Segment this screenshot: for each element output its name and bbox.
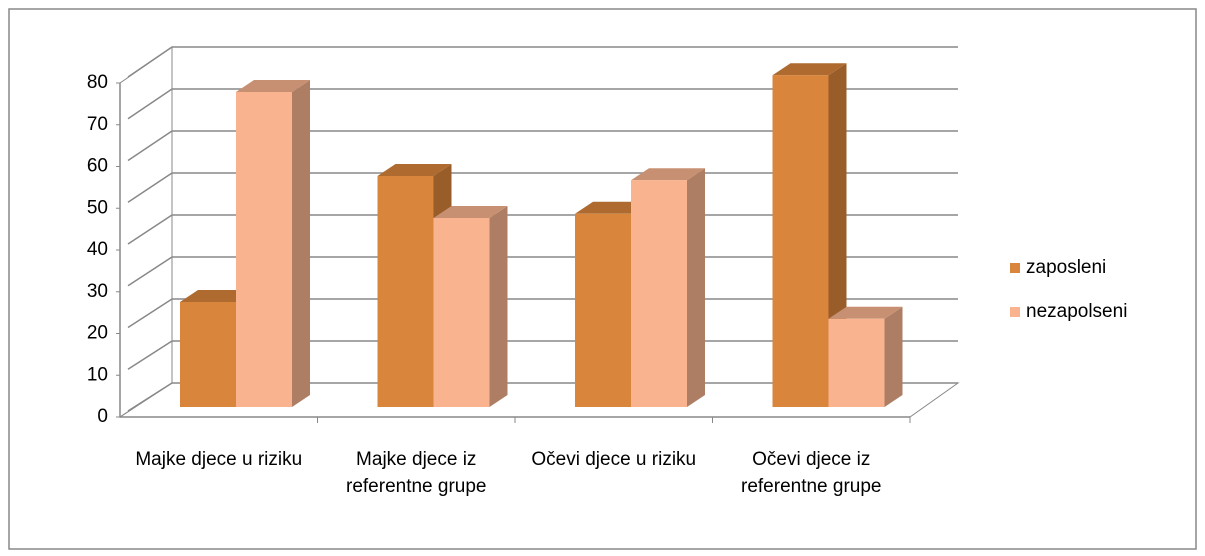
legend-label: zaposleni (1026, 257, 1106, 278)
bar (575, 213, 631, 407)
grid-line-side (127, 172, 173, 203)
grid-line-side (127, 298, 173, 329)
bar-side (489, 206, 508, 407)
grid-line-side (127, 46, 173, 78)
bar (772, 75, 829, 407)
legend-label: nezapolseni (1026, 301, 1127, 322)
grid-line-side (127, 88, 173, 120)
x-tick-label: Očevi djece iz referentne grupe (741, 449, 882, 497)
y-tick-label: 40 (87, 239, 108, 260)
y-tick-label: 30 (87, 281, 108, 302)
bar-top (828, 306, 903, 319)
legend-swatch (1010, 263, 1020, 273)
bar-side (884, 306, 903, 407)
y-tick-label: 10 (87, 364, 108, 385)
bar (828, 318, 885, 407)
y-tick-label: 80 (87, 72, 108, 93)
legend-swatch (1010, 307, 1020, 317)
grid-line-side (127, 382, 173, 412)
x-tick-label: Očevi djece u riziku (531, 449, 697, 470)
y-tick-label: 60 (87, 156, 108, 177)
bar-top (433, 206, 508, 218)
bar (180, 302, 236, 407)
bar (433, 218, 490, 407)
bar-top (377, 164, 452, 176)
x-tick-label: Majke djece iz referentne grupe (346, 449, 487, 497)
x-tick-label: Majke djece u riziku (135, 449, 303, 470)
grid-line-side (127, 340, 173, 370)
bar (236, 92, 292, 407)
grid-line-side (127, 214, 173, 245)
y-tick-label: 0 (97, 406, 108, 427)
bar (631, 180, 687, 407)
y-tick-label: 20 (87, 323, 108, 344)
bar-top (236, 80, 310, 92)
bar-side (687, 168, 705, 407)
grid-line-side (127, 130, 173, 162)
grid-line-side (127, 256, 173, 287)
bar-top (575, 201, 649, 214)
bar (377, 176, 434, 407)
bar-top (180, 290, 254, 302)
bar-side (292, 80, 310, 407)
bar-top (631, 168, 705, 181)
bar-top (772, 63, 847, 76)
y-tick-label: 50 (87, 197, 108, 218)
y-tick-label: 70 (87, 114, 108, 135)
